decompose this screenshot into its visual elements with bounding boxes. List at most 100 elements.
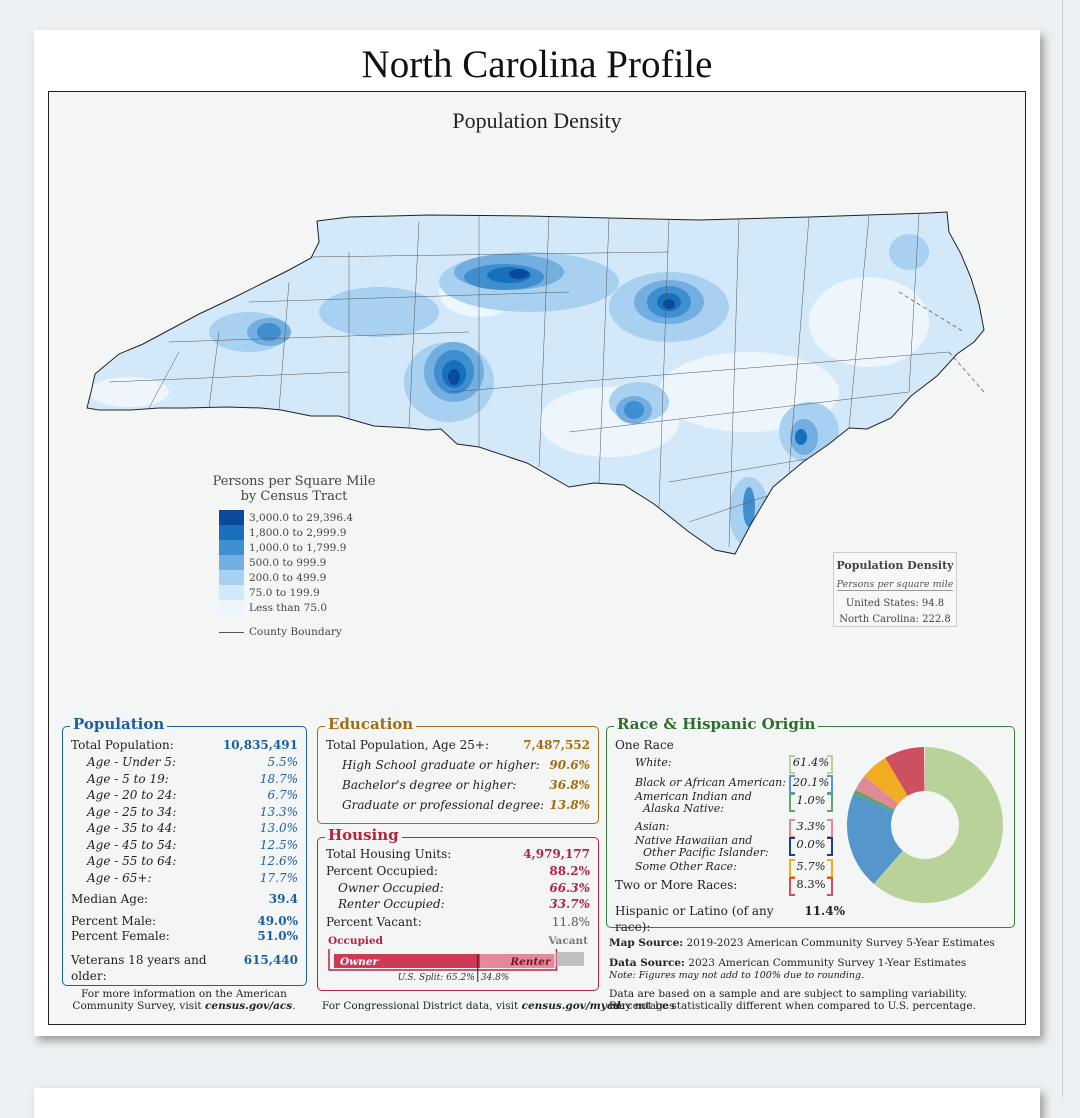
education-row: High School graduate or higher: 90.6% [342, 757, 590, 773]
total-population-value: 10,835,491 [222, 738, 298, 752]
age-value: 6.7% [267, 788, 299, 802]
housing-units-row: Total Housing Units: 4,979,177 [326, 846, 590, 862]
profile-page: North Carolina Profile Population Densit… [34, 30, 1040, 1036]
race-value-text: 8.3% [796, 877, 826, 891]
percent-vacant-label: Percent Vacant: [326, 915, 422, 929]
cd-footer: For Congressional District data, visit c… [322, 1000, 624, 1012]
education-label: Graduate or professional degree: [342, 798, 545, 812]
population-title: Population [70, 715, 168, 733]
map-title: Population Density [452, 108, 622, 133]
acs-footer-line2: Community Survey, visit census.gov/acs. [69, 1000, 299, 1012]
race-label-line2: Other Pacific Islander: [643, 846, 769, 859]
profile-frame: Population Density [48, 91, 1026, 1025]
education-label: Bachelor's degree or higher: [342, 778, 517, 792]
education-value: 90.6% [549, 758, 590, 772]
education-title: Education [325, 715, 417, 733]
total-population-label: Total Population: [71, 738, 174, 752]
legend-label: 500.0 to 999.9 [249, 556, 327, 569]
data-source-text: 2023 American Community Survey 1-Year Es… [688, 957, 967, 969]
acs-footer: For more information on the American Com… [69, 988, 299, 1012]
data-source-line: Data Source: 2023 American Community Sur… [609, 957, 966, 969]
age-row: Age - 5 to 19: 18.7% [87, 771, 298, 787]
race-value-text: 20.1% [792, 775, 830, 789]
age-label: Age - 65+: [87, 870, 152, 885]
race-label-line1: Native Hawaiian and [635, 834, 753, 847]
education-total-value: 7,487,552 [523, 738, 590, 752]
percent-male-value: 49.0% [257, 914, 298, 928]
education-value: 13.8% [549, 798, 590, 812]
donut-slice-2 [853, 789, 895, 812]
veterans-label: Veterans 18 years and older: [71, 953, 207, 983]
race-donut-chart [847, 747, 1003, 903]
race-value-text: 0.0% [796, 837, 826, 851]
race-value: 20.1% [789, 775, 833, 794]
age-value: 17.7% [259, 870, 298, 885]
legend-county-boundary: County Boundary [219, 626, 429, 638]
data-source-label: Data Source: [609, 957, 685, 969]
race-value: 1.0% [789, 793, 833, 812]
one-race-row: One Race [615, 737, 1006, 753]
percent-occupied-label: Percent Occupied: [326, 864, 438, 878]
acs-link[interactable]: census.gov/acs [205, 1000, 293, 1012]
rounding-note: Note: Figures may not add to 100% due to… [609, 970, 865, 981]
age-row: Age - 20 to 24: 6.7% [87, 787, 298, 803]
age-value: 13.0% [259, 821, 298, 835]
legend-class-1: 1,800.0 to 2,999.9 [219, 525, 429, 540]
page-scrollbar[interactable] [1062, 0, 1073, 1097]
hispanic-value: 11.4% [804, 904, 845, 918]
cd-link[interactable]: census.gov/mycd [521, 1000, 621, 1012]
percent-occupied-value: 88.2% [549, 864, 590, 878]
race-label: White: [635, 756, 672, 769]
age-label: Age - 35 to 44: [87, 821, 177, 835]
race-value: 3.3% [789, 819, 833, 838]
housing-units-label: Total Housing Units: [326, 847, 452, 861]
median-age-label: Median Age: [71, 892, 149, 906]
race-value: 0.0% [789, 837, 833, 856]
renter-occupied-label: Renter Occupied: [338, 897, 445, 911]
owner-caption: Owner [340, 956, 379, 968]
age-value: 12.5% [259, 837, 298, 852]
percent-vacant-value: 11.8% [551, 915, 590, 929]
renter-bar [480, 954, 555, 968]
legend-swatch [219, 540, 244, 555]
density-comparison-box: Population Density Persons per square mi… [833, 552, 957, 627]
us-split-renter-label: 34.8% [481, 973, 510, 983]
legend-county-label: County Boundary [249, 626, 342, 638]
us-label: United States: [845, 598, 919, 609]
age-value: 12.6% [259, 854, 298, 868]
race-label-line2: Alaska Native: [643, 802, 724, 815]
age-label: Age - 5 to 19: [87, 771, 169, 786]
total-population-row: Total Population: 10,835,491 [71, 737, 298, 753]
nc-value: 222.8 [922, 614, 951, 625]
legend-class-2: 1,000.0 to 1,799.9 [219, 540, 429, 555]
education-total-label: Total Population, Age 25+: [326, 738, 490, 752]
legend-label: 1,000.0 to 1,799.9 [249, 541, 347, 554]
race-label: Asian: [635, 820, 670, 833]
next-page [34, 1088, 1040, 1118]
age-row: Age - 25 to 34: 13.3% [87, 804, 298, 820]
race-label: Native Hawaiian and Other Pacific Islande… [635, 835, 769, 859]
hispanic-row: Hispanic or Latino (of any race): 11.4% [615, 903, 845, 935]
education-panel: Education Total Population, Age 25+: 7,48… [317, 715, 599, 824]
nc-label: North Carolina: [839, 614, 919, 625]
race-title: Race & Hispanic Origin [614, 715, 819, 733]
age-label: Age - 20 to 24: [87, 788, 177, 802]
age-label: Age - 25 to 34: [87, 804, 177, 819]
owner-occupied-row: Owner Occupied: 66.3% [338, 880, 590, 896]
cd-footer-suffix: . [620, 1000, 624, 1012]
housing-units-value: 4,979,177 [523, 847, 590, 861]
housing-panel: Housing Total Housing Units: 4,979,177 Pe… [317, 826, 599, 991]
donut-slice-6 [885, 747, 925, 796]
legend-label: 75.0 to 199.9 [249, 586, 320, 599]
race-value: 61.4% [789, 755, 833, 774]
race-value: 5.7% [789, 859, 833, 878]
renter-occupied-value: 33.7% [549, 897, 590, 911]
donut-slice-0 [873, 747, 1003, 903]
education-row: Bachelor's degree or higher: 36.8% [342, 777, 590, 793]
one-race-label: One Race [615, 738, 674, 752]
education-value: 36.8% [549, 778, 590, 792]
legend-swatch [219, 585, 244, 600]
donut-slice-5 [864, 757, 908, 804]
county-boundaries [108, 213, 950, 548]
legend-label: 3,000.0 to 29,396.4 [249, 511, 354, 524]
